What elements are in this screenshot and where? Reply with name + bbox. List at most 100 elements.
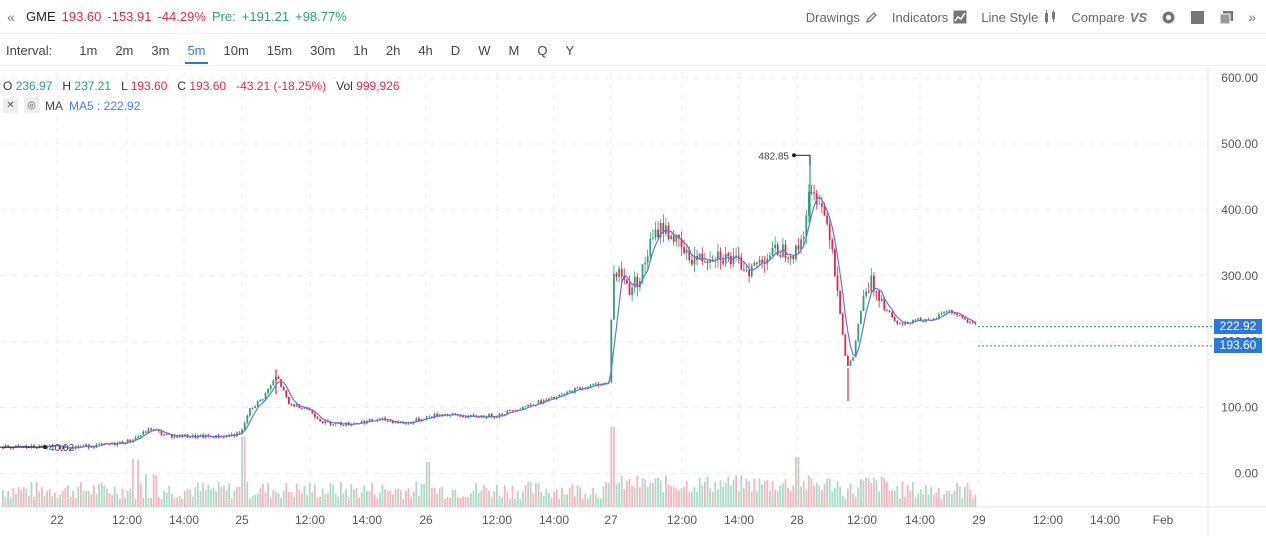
- candle-body: [288, 396, 290, 404]
- interval-10m[interactable]: 10m: [223, 42, 249, 58]
- candle-body: [158, 429, 160, 432]
- volume-bar: [145, 474, 147, 507]
- interval-1m[interactable]: 1m: [79, 42, 98, 58]
- volume-bar: [722, 486, 724, 507]
- y-tick-label: 0.00: [1235, 467, 1259, 481]
- candle-body: [805, 215, 808, 237]
- y-tick-label: 500.00: [1221, 137, 1258, 151]
- compare-button[interactable]: Compare VS: [1071, 10, 1147, 25]
- interval-3m[interactable]: 3m: [151, 42, 170, 58]
- candle-body: [77, 445, 80, 448]
- fullscreen-icon[interactable]: [1190, 10, 1205, 25]
- candle-body: [888, 310, 891, 313]
- volume-bar: [688, 491, 691, 507]
- volume-bar: [672, 486, 675, 507]
- interval-d[interactable]: D: [450, 42, 461, 58]
- double-chevron-right-icon[interactable]: »: [1248, 9, 1256, 25]
- line-style-button[interactable]: Line Style: [981, 10, 1057, 25]
- interval-2h[interactable]: 2h: [385, 42, 401, 58]
- volume-bar: [935, 492, 938, 507]
- volume-bar: [441, 486, 444, 507]
- candle-body: [659, 223, 662, 238]
- close-icon[interactable]: ✕: [3, 98, 18, 113]
- candle-body: [771, 247, 774, 256]
- volume-bar: [41, 486, 43, 507]
- volume-bar: [72, 490, 74, 507]
- interval-m[interactable]: M: [508, 42, 520, 58]
- volume-bar: [59, 494, 61, 507]
- volume-bar: [940, 498, 943, 507]
- candle-body: [568, 390, 571, 392]
- interval-y[interactable]: Y: [565, 42, 575, 58]
- interval-4h[interactable]: 4h: [418, 42, 433, 58]
- eye-icon[interactable]: ◎: [24, 98, 39, 113]
- candle-body: [626, 279, 628, 284]
- candle-body: [319, 418, 321, 422]
- candle-body: [119, 441, 121, 443]
- volume-bar: [506, 491, 509, 507]
- price-change: -153.91: [107, 9, 152, 24]
- interval-15m[interactable]: 15m: [266, 42, 293, 58]
- copy-icon[interactable]: [1219, 10, 1234, 25]
- volume-bar: [969, 489, 971, 507]
- volume-bar: [199, 490, 202, 507]
- volume-bar: [194, 487, 197, 507]
- volume-bar: [181, 498, 184, 507]
- settings-icon[interactable]: [1161, 10, 1176, 25]
- volume-bar: [4, 496, 7, 507]
- interval-2m[interactable]: 2m: [115, 42, 134, 58]
- candle-body: [324, 420, 327, 424]
- volume-bar: [152, 474, 155, 507]
- volume-bar: [675, 488, 678, 507]
- interval-1h[interactable]: 1h: [353, 42, 368, 58]
- candle-body: [839, 290, 841, 314]
- candle-body: [493, 417, 496, 419]
- volume-bar: [509, 498, 511, 507]
- volume-bar: [186, 489, 189, 507]
- volume-bar: [706, 476, 709, 507]
- candle-body: [485, 417, 488, 419]
- volume-bar: [958, 486, 961, 507]
- x-tick-label: 27: [604, 513, 618, 527]
- volume-bar: [272, 490, 275, 507]
- volume-bar: [540, 492, 542, 507]
- volume-bar: [2, 490, 4, 507]
- volume-bar: [704, 481, 706, 507]
- drawings-button[interactable]: Drawings: [806, 10, 878, 25]
- candle-body: [675, 234, 678, 242]
- candle-body: [641, 264, 644, 282]
- candle-body: [371, 419, 373, 421]
- volume-bar: [480, 490, 483, 507]
- interval-5m[interactable]: 5m: [178, 36, 214, 66]
- volume-bar: [649, 482, 652, 507]
- last-price: 193.60: [61, 9, 102, 24]
- candle-body: [139, 434, 142, 437]
- candle-body: [267, 389, 269, 394]
- volume-bar: [961, 497, 964, 507]
- price-chart[interactable]: 600.00500.00400.00300.00200.00100.000.00…: [0, 66, 1266, 536]
- candle-body: [953, 313, 956, 315]
- volume-bar: [574, 496, 576, 507]
- volume-bar: [659, 480, 662, 507]
- volume-bar: [69, 496, 72, 507]
- chart-icon: [953, 10, 967, 24]
- volume-bar: [314, 484, 316, 507]
- symbol-label[interactable]: GME: [26, 9, 56, 24]
- indicators-button[interactable]: Indicators: [892, 10, 967, 25]
- candle-body: [618, 268, 620, 277]
- candle-body: [308, 408, 311, 411]
- volume-bar: [784, 479, 787, 507]
- volume-bar: [730, 485, 732, 507]
- candle-body: [301, 408, 303, 410]
- interval-30m[interactable]: 30m: [310, 42, 336, 58]
- double-chevron-left-icon[interactable]: «: [7, 8, 15, 25]
- candle-body: [314, 413, 316, 418]
- interval-w[interactable]: W: [478, 42, 491, 58]
- volume-bar: [711, 491, 714, 507]
- volume-bar: [74, 498, 77, 507]
- volume-bar: [870, 482, 873, 507]
- volume-bar: [896, 485, 899, 507]
- candle-body: [61, 446, 64, 449]
- interval-q[interactable]: Q: [537, 42, 548, 58]
- volume-bar: [584, 493, 587, 507]
